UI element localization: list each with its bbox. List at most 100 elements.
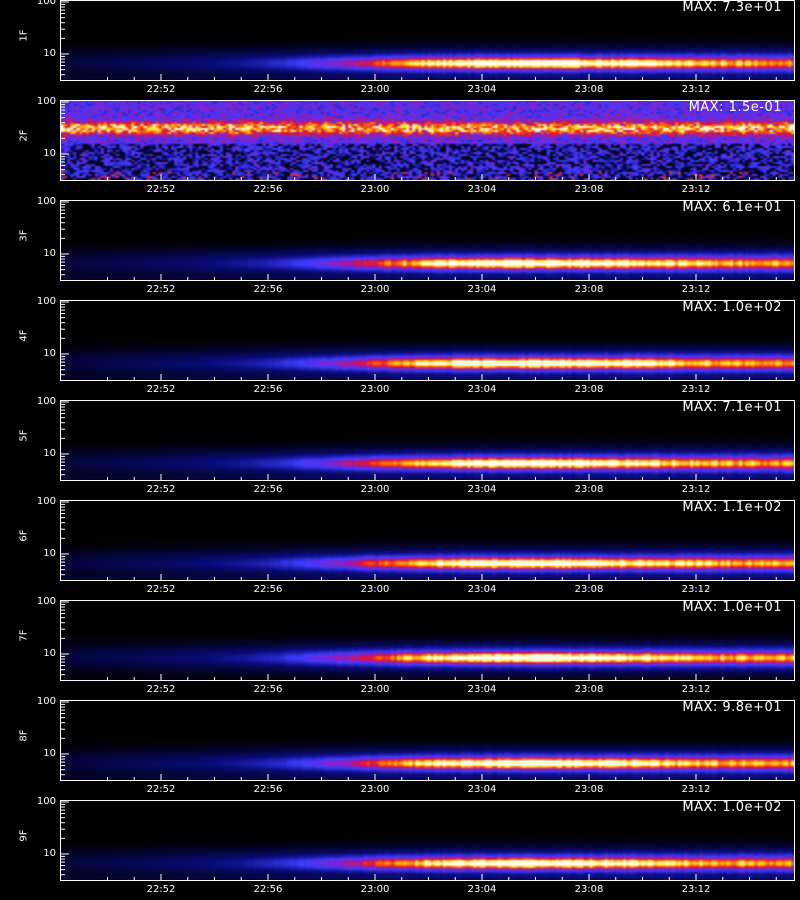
spectrogram-panel-9f: 10 100 22:52 22:56 23:00 23:04 23:08 23:12 9F MAX… bbox=[0, 796, 800, 900]
max-annotation: MAX: 1.0e+02 bbox=[682, 300, 782, 315]
spectrogram-panel-7f: 10 100 22:52 22:56 23:00 23:04 23:08 23:12 7F MAX… bbox=[0, 596, 800, 700]
x-tick-label: 22:56 bbox=[253, 784, 283, 795]
y-tick-label: 100 bbox=[36, 496, 56, 507]
x-tick-label: 23:08 bbox=[574, 284, 604, 295]
plot-frame bbox=[60, 600, 795, 681]
plot-frame bbox=[60, 800, 795, 881]
plot-frame bbox=[60, 300, 795, 381]
x-tick-label: 23:12 bbox=[681, 584, 711, 595]
x-tick-label: 22:52 bbox=[146, 284, 176, 295]
x-tick-label: 23:00 bbox=[360, 484, 390, 495]
panel-axes bbox=[60, 400, 795, 481]
max-annotation: MAX: 6.1e+01 bbox=[682, 200, 782, 215]
y-tick-label: 100 bbox=[36, 596, 56, 607]
max-annotation: MAX: 7.1e+01 bbox=[682, 400, 782, 415]
x-tick-label: 23:08 bbox=[574, 484, 604, 495]
spectrogram-panel-6f: 10 100 22:52 22:56 23:00 23:04 23:08 23:12 6F MAX… bbox=[0, 496, 800, 600]
x-tick-label: 22:56 bbox=[253, 584, 283, 595]
x-tick-label: 23:12 bbox=[681, 784, 711, 795]
x-tick-label: 22:56 bbox=[253, 684, 283, 695]
spectrogram-image bbox=[61, 100, 794, 180]
panel-axes bbox=[60, 100, 795, 181]
y-tick-label: 100 bbox=[36, 696, 56, 707]
panel-label: 6F bbox=[18, 529, 30, 542]
max-annotation: MAX: 1.5e-01 bbox=[688, 100, 782, 115]
y-tick-label: 100 bbox=[36, 0, 56, 7]
y-tick-label: 100 bbox=[36, 396, 56, 407]
x-tick-label: 23:00 bbox=[360, 84, 390, 95]
x-tick-label: 23:12 bbox=[681, 284, 711, 295]
plot-frame bbox=[60, 0, 795, 81]
x-tick-label: 23:00 bbox=[360, 784, 390, 795]
spectrogram-image bbox=[61, 800, 794, 880]
spectrogram-image bbox=[61, 600, 794, 680]
x-tick-label: 23:08 bbox=[574, 784, 604, 795]
max-annotation: MAX: 9.8e+01 bbox=[682, 700, 782, 715]
max-annotation: MAX: 1.0e+01 bbox=[682, 600, 782, 615]
max-annotation: MAX: 7.3e+01 bbox=[682, 0, 782, 15]
panel-label: 3F bbox=[18, 229, 30, 242]
x-tick-label: 23:04 bbox=[467, 384, 497, 395]
x-tick-label: 23:12 bbox=[681, 684, 711, 695]
x-tick-label: 23:00 bbox=[360, 384, 390, 395]
plot-frame bbox=[60, 700, 795, 781]
x-tick-label: 23:12 bbox=[681, 384, 711, 395]
x-tick-label: 23:08 bbox=[574, 584, 604, 595]
panel-axes bbox=[60, 0, 795, 81]
y-tick-label: 10 bbox=[43, 648, 56, 659]
y-tick-label: 10 bbox=[43, 848, 56, 859]
y-tick-label: 10 bbox=[43, 348, 56, 359]
x-tick-label: 23:00 bbox=[360, 884, 390, 895]
x-tick-label: 23:04 bbox=[467, 184, 497, 195]
spectrogram-panel-1f: 10 100 22:52 22:56 23:00 23:04 23:08 23:12 1F MAX… bbox=[0, 0, 800, 100]
panel-axes bbox=[60, 200, 795, 281]
x-tick-label: 23:08 bbox=[574, 184, 604, 195]
panel-axes bbox=[60, 800, 795, 881]
panel-label: 5F bbox=[18, 429, 30, 442]
spectrogram-image bbox=[61, 300, 794, 380]
y-tick-label: 100 bbox=[36, 96, 56, 107]
max-annotation: MAX: 1.1e+02 bbox=[682, 500, 782, 515]
x-tick-label: 23:08 bbox=[574, 884, 604, 895]
x-tick-label: 22:52 bbox=[146, 684, 176, 695]
spectrogram-image bbox=[61, 400, 794, 480]
x-tick-label: 23:00 bbox=[360, 184, 390, 195]
panel-label: 2F bbox=[18, 129, 30, 142]
x-tick-label: 22:52 bbox=[146, 384, 176, 395]
y-tick-label: 100 bbox=[36, 196, 56, 207]
x-tick-label: 23:12 bbox=[681, 184, 711, 195]
x-tick-label: 23:04 bbox=[467, 284, 497, 295]
x-tick-label: 23:00 bbox=[360, 584, 390, 595]
y-tick-label: 10 bbox=[43, 148, 56, 159]
x-tick-label: 23:04 bbox=[467, 784, 497, 795]
plot-frame bbox=[60, 500, 795, 581]
y-tick-label: 10 bbox=[43, 448, 56, 459]
y-tick-label: 100 bbox=[36, 796, 56, 807]
x-tick-label: 23:04 bbox=[467, 484, 497, 495]
spectrogram-panel-8f: 10 100 22:52 22:56 23:00 23:04 23:08 23:12 8F MAX… bbox=[0, 696, 800, 800]
panel-axes bbox=[60, 300, 795, 381]
x-tick-label: 23:12 bbox=[681, 484, 711, 495]
spectrogram-image bbox=[61, 700, 794, 780]
y-tick-label: 10 bbox=[43, 748, 56, 759]
x-tick-label: 22:56 bbox=[253, 384, 283, 395]
plot-frame bbox=[60, 100, 795, 181]
x-tick-label: 23:04 bbox=[467, 684, 497, 695]
y-tick-label: 10 bbox=[43, 548, 56, 559]
spectrogram-image bbox=[61, 0, 794, 80]
x-tick-label: 22:56 bbox=[253, 284, 283, 295]
spectrogram-panel-2f: 10 100 22:52 22:56 23:00 23:04 23:08 23:12 2F MAX… bbox=[0, 96, 800, 200]
x-tick-label: 23:04 bbox=[467, 84, 497, 95]
x-tick-label: 23:00 bbox=[360, 684, 390, 695]
spectrogram-panel-5f: 10 100 22:52 22:56 23:00 23:04 23:08 23:12 5F MAX… bbox=[0, 396, 800, 500]
y-tick-label: 10 bbox=[43, 248, 56, 259]
x-tick-label: 22:56 bbox=[253, 884, 283, 895]
x-tick-label: 23:12 bbox=[681, 84, 711, 95]
panel-axes bbox=[60, 500, 795, 581]
x-tick-label: 22:56 bbox=[253, 184, 283, 195]
x-tick-label: 22:52 bbox=[146, 584, 176, 595]
plot-frame bbox=[60, 200, 795, 281]
panel-label: 4F bbox=[18, 329, 30, 342]
panel-label: 9F bbox=[18, 829, 30, 842]
